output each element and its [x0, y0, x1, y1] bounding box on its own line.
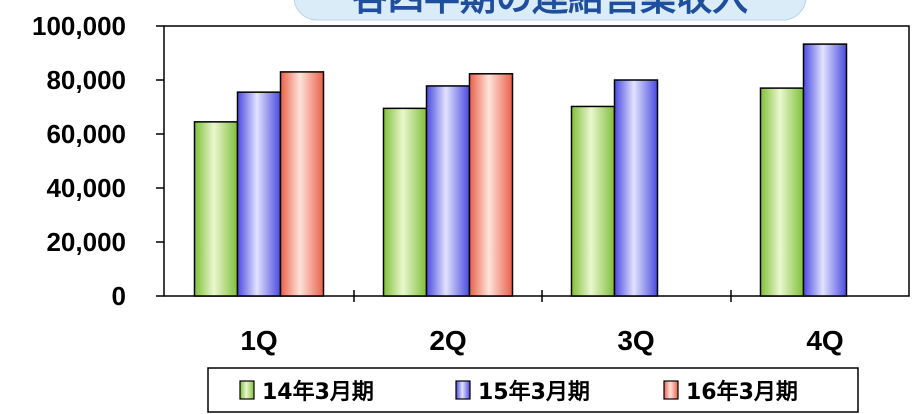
- bar-2Q-series-3: [468, 73, 514, 297]
- chart-title-text: 各四半期の連結営業収入: [352, 0, 748, 19]
- x-axis: 1Q 2Q 3Q 4Q: [240, 290, 844, 356]
- bar-2Q-series-1: [382, 107, 428, 297]
- legend-swatch: [455, 380, 471, 400]
- legend-swatch: [239, 380, 255, 400]
- y-tick-label: 20,000: [46, 227, 126, 257]
- legend-box: [207, 367, 859, 413]
- bar-3Q-series-2: [613, 79, 659, 297]
- x-tick-label: 2Q: [429, 325, 466, 356]
- bar-1Q-series-1: [193, 121, 239, 297]
- y-tick-label: 0: [112, 281, 126, 311]
- y-tick-label: 100,000: [32, 11, 126, 41]
- x-tick-label: 4Q: [806, 325, 843, 356]
- chart-title: 各四半期の連結営業収入: [293, 0, 807, 21]
- y-tick-label: 40,000: [46, 173, 126, 203]
- legend-label: 14年3月期: [262, 379, 374, 405]
- y-tick-label: 60,000: [46, 119, 126, 149]
- legend-label: 16年3月期: [686, 379, 798, 405]
- bar-4Q-series-2: [802, 43, 848, 297]
- x-tick-label: 3Q: [617, 325, 654, 356]
- legend-label: 15年3月期: [478, 379, 590, 405]
- x-tick-label: 1Q: [240, 325, 277, 356]
- bar-1Q-series-2: [236, 91, 282, 297]
- bar-2Q-series-2: [425, 85, 471, 297]
- legend: 14年3月期 15年3月期 16年3月期: [207, 367, 859, 413]
- bars: [193, 43, 848, 297]
- y-axis: 0 20,000 40,000 60,000 80,000 100,000: [32, 11, 164, 311]
- bar-3Q-series-1: [570, 105, 616, 297]
- bar-1Q-series-3: [279, 71, 325, 297]
- y-tick-label: 80,000: [46, 65, 126, 95]
- legend-swatch: [663, 380, 679, 400]
- bar-4Q-series-1: [759, 87, 805, 297]
